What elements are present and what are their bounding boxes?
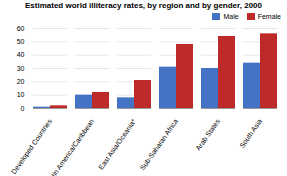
svg-text:0: 0: [21, 105, 25, 112]
svg-text:50: 50: [17, 38, 25, 45]
svg-text:Sub-Saharan Africa: Sub-Saharan Africa: [139, 118, 180, 172]
html-text:Estimated world illiteracy rat: Estimated world illiteracy rates, by reg…: [25, 1, 262, 10]
svg-text:Latin America/Caribbean: Latin America/Caribbean: [45, 118, 95, 176]
html-text:Female: Female: [257, 13, 281, 20]
svg-text:20: 20: [17, 78, 25, 85]
svg-text:Arab States: Arab States: [194, 117, 221, 151]
svg-text:South Asia: South Asia: [238, 118, 263, 150]
svg-text:Developed Countries: Developed Countries: [10, 117, 54, 176]
svg-text:East Asia/Oceania*: East Asia/Oceania*: [97, 117, 137, 170]
svg-text:40: 40: [17, 51, 25, 58]
svg-text:10: 10: [17, 91, 25, 98]
svg-text:30: 30: [17, 65, 25, 72]
html-text:Male: Male: [223, 13, 239, 20]
svg-text:60: 60: [17, 25, 25, 32]
